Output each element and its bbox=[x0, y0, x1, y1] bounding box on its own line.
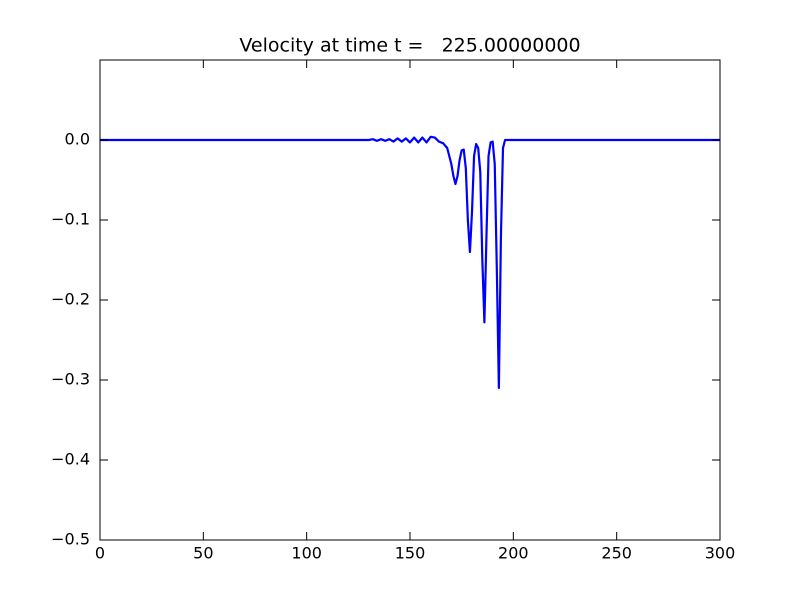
x-tick-label: 0 bbox=[95, 544, 105, 563]
y-tick-label: −0.2 bbox=[51, 290, 90, 309]
plot-area bbox=[100, 135, 720, 390]
x-tick-label: 150 bbox=[395, 544, 426, 563]
data-line bbox=[100, 135, 720, 390]
x-tick-label: 300 bbox=[705, 544, 736, 563]
y-tick-label: −0.1 bbox=[51, 210, 90, 229]
x-tick-label: 50 bbox=[193, 544, 213, 563]
x-tick-label: 200 bbox=[498, 544, 529, 563]
y-tick-label: −0.3 bbox=[51, 370, 90, 389]
chart-title: Velocity at time t = 225.00000000 bbox=[239, 35, 580, 57]
y-tick-label: −0.5 bbox=[51, 530, 90, 549]
x-tick-label: 250 bbox=[601, 544, 632, 563]
y-tick-label: 0.0 bbox=[65, 130, 90, 149]
x-tick-label: 100 bbox=[291, 544, 322, 563]
y-tick-label: −0.4 bbox=[51, 450, 90, 469]
